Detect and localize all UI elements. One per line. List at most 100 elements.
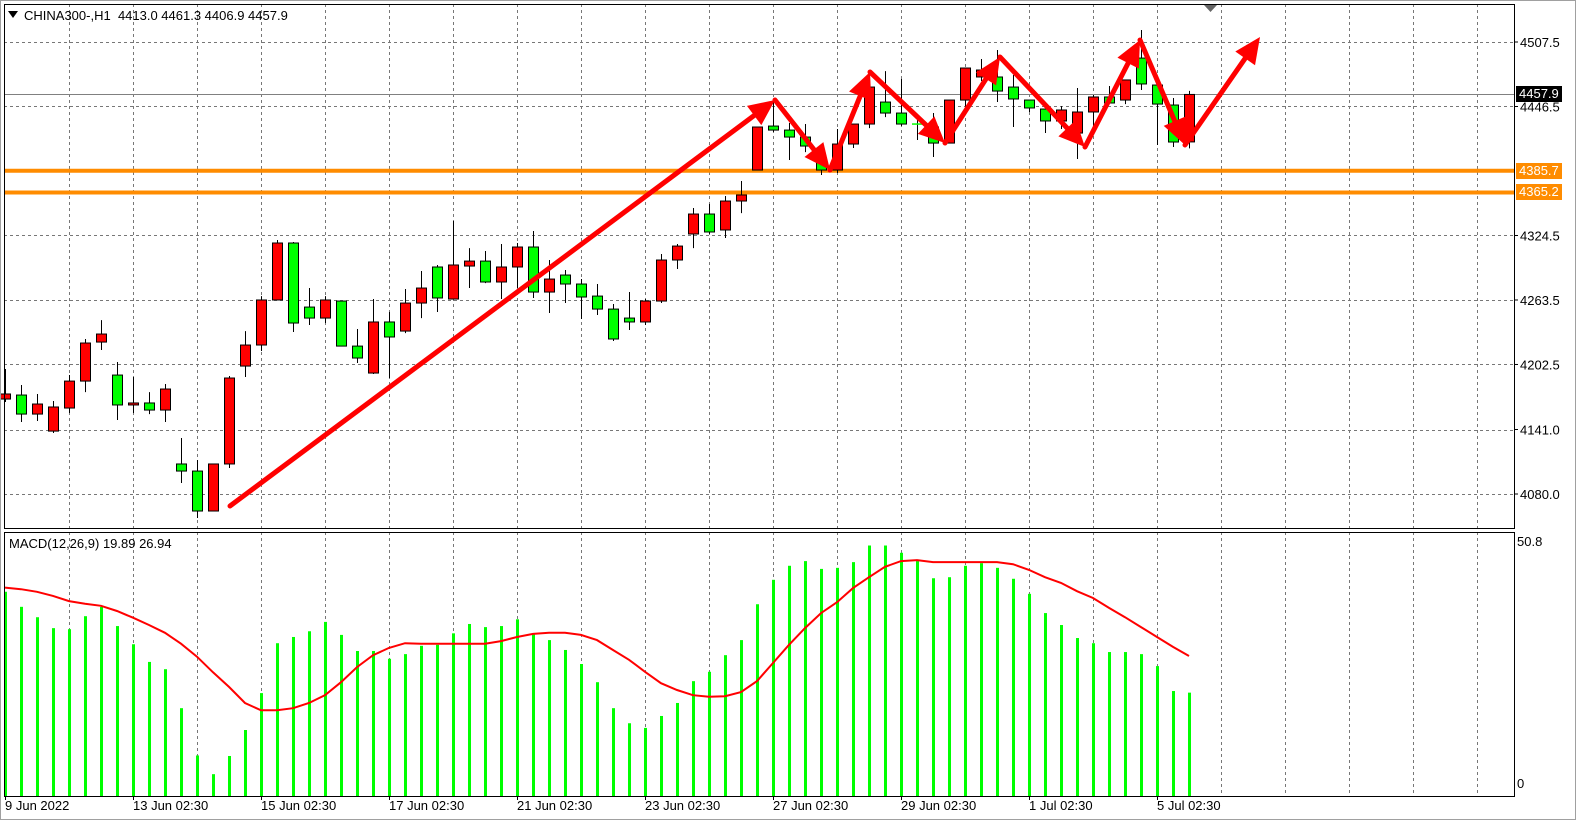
trend-arrow[interactable] [942, 57, 1000, 146]
candle [160, 384, 171, 422]
arrow-shaft[interactable] [227, 113, 757, 509]
candle-body-up [48, 406, 59, 432]
candle-body-down [1024, 99, 1035, 109]
macd-histogram-bar [132, 644, 135, 796]
arrow-head-icon[interactable] [1117, 40, 1140, 69]
arrow-shaft[interactable] [827, 93, 863, 173]
arrow-shaft[interactable] [867, 69, 929, 128]
candle [144, 392, 155, 415]
macd-histogram-bar [708, 671, 711, 796]
candle-body-up [736, 194, 747, 202]
arrow-shaft[interactable] [1182, 55, 1248, 148]
time-tick-label: 15 Jun 02:30 [261, 798, 336, 813]
horizontal-levels[interactable] [4, 93, 1514, 195]
arrow-shaft[interactable] [772, 97, 817, 153]
macd-histogram-bar [916, 561, 919, 796]
macd-histogram-bar [932, 578, 935, 796]
candle-body-up [512, 246, 523, 268]
macd-histogram-bar [1012, 578, 1015, 796]
arrow-shaft[interactable] [1082, 60, 1131, 150]
macd-histogram-bar [20, 606, 23, 796]
macd-tick-label: 50.8 [1517, 534, 1542, 549]
arrow-head-icon[interactable] [1058, 119, 1085, 147]
arrow-shaft[interactable] [942, 76, 989, 146]
macd-histogram-bar [164, 669, 167, 796]
candle-body-down [112, 374, 123, 406]
macd-label: MACD(12,26,9) [9, 536, 100, 551]
macd-histogram-bar [1188, 692, 1191, 796]
candle [624, 292, 635, 331]
time-tick-label: 13 Jun 02:30 [133, 798, 208, 813]
candle-body-down [592, 295, 603, 310]
arrow-head-icon[interactable] [1163, 116, 1186, 145]
macd-histogram-bar [340, 634, 343, 796]
arrow-head-icon[interactable] [804, 142, 830, 170]
macd-histogram-bar [1124, 652, 1127, 796]
candle [128, 377, 139, 414]
macd-histogram-bar [596, 682, 599, 796]
arrow-shaft[interactable] [997, 54, 1070, 131]
time-tick-label: 27 Jun 02:30 [773, 798, 848, 813]
trend-arrow[interactable] [867, 69, 945, 143]
candle [784, 122, 795, 160]
candle-body-down [336, 300, 347, 347]
macd-histogram-bar [420, 645, 423, 796]
symbol-label: CHINA300-,H1 [24, 8, 111, 23]
trend-arrows[interactable] [227, 37, 1260, 509]
trend-arrow[interactable] [772, 97, 830, 170]
macd-histogram-bar [212, 774, 215, 796]
macd-histogram-bar [1108, 652, 1111, 796]
dropdown-triangle-icon[interactable] [8, 11, 18, 18]
macd-histogram-bar [1044, 613, 1047, 796]
trend-arrow[interactable] [1137, 37, 1186, 145]
trend-arrow[interactable] [827, 72, 872, 173]
candle [176, 437, 187, 484]
time-tick-label: 23 Jun 02:30 [645, 798, 720, 813]
macd-histogram-bar [548, 640, 551, 796]
candle [112, 362, 123, 420]
macd-histogram-bar [884, 545, 887, 796]
trend-arrow[interactable] [1182, 37, 1260, 148]
macd-histogram-bar [1092, 643, 1095, 796]
macd-histogram-bar [292, 636, 295, 796]
trend-arrow[interactable] [227, 100, 775, 509]
macd-histogram-bar [1028, 593, 1031, 796]
time-tick-label: 17 Jun 02:30 [389, 798, 464, 813]
candle [208, 463, 219, 512]
current-price-tag: 4457.9 [1516, 86, 1562, 103]
candle-body-down [192, 470, 203, 512]
arrow-head-icon[interactable] [1235, 37, 1260, 66]
macd-histogram-bar [100, 606, 103, 796]
candle-body-up [752, 126, 763, 171]
trend-arrow[interactable] [1082, 40, 1140, 150]
candle-body-up [32, 403, 43, 415]
arrow-head-icon[interactable] [917, 116, 945, 143]
price-tick-label: 4507.5 [1520, 35, 1560, 50]
candle [560, 270, 571, 304]
macd-histogram-bar [244, 730, 247, 796]
time-tick-label: 21 Jun 02:30 [517, 798, 592, 813]
macd-histogram-bar [756, 604, 759, 796]
macd-histogram-bar [900, 552, 903, 796]
candle [480, 251, 491, 284]
candle-body-down [1136, 57, 1147, 85]
trend-arrow[interactable] [997, 54, 1085, 147]
candle [384, 312, 395, 379]
macd-histogram-bar [116, 626, 119, 796]
candle [528, 231, 539, 298]
shift-marker-icon[interactable] [1204, 5, 1217, 12]
macd-histogram-bar [980, 563, 983, 796]
candle-body-up [848, 123, 859, 145]
arrow-head-icon[interactable] [746, 100, 775, 126]
candle-body-down [992, 76, 1003, 92]
candle-body-up [1088, 96, 1099, 113]
ohlc-values: 4413.0 4461.3 4406.9 4457.9 [117, 8, 288, 23]
arrow-head-icon[interactable] [975, 57, 1000, 86]
candle [736, 181, 747, 214]
candle [464, 248, 475, 289]
time-tick-label: 1 Jul 02:30 [1029, 798, 1093, 813]
arrow-head-icon[interactable] [849, 72, 872, 101]
macd-histogram-bar [868, 545, 871, 796]
arrow-shaft[interactable] [1137, 37, 1178, 124]
